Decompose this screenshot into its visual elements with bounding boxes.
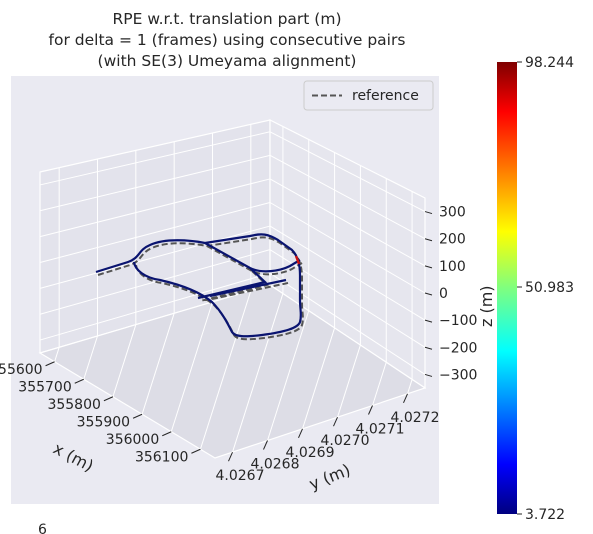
y-tick-mark [263,440,268,450]
y-gridline-floor [232,293,284,453]
z-tick-label: 0 [439,286,448,302]
x-gridline-floor [54,347,60,362]
x-gridline-floor [141,313,175,415]
z-tick-mark [424,346,433,350]
z-tick-mark [424,292,433,296]
z-tick-label: 200 [439,232,466,248]
trajectory-lines [95,233,304,341]
z-gridline [39,154,271,212]
z-gridline [269,225,426,321]
x-tick-label: 355900 [77,414,130,430]
z-tick-mark [424,265,433,269]
y-tick-mark [368,405,373,415]
y-gridline-floor [302,327,336,429]
y-tick-label: 4.0269 [286,445,335,461]
y-gridline-floor [337,344,361,418]
z-gridline [269,154,426,240]
y-tick-label: 4.0272 [391,410,440,426]
z-tick-mark [424,238,433,242]
z-tick-label: 300 [439,205,466,221]
z-tick-label: −200 [439,340,477,356]
chart-title-line-2: for delta = 1 (frames) using consecutive… [49,31,406,49]
z-gridline [269,178,426,267]
z-tick-mark [424,373,433,377]
x-gridline-floor [112,324,137,397]
grid-lines [39,124,426,453]
error-peak-segment [294,255,301,265]
y-tick-mark [333,416,338,427]
x-gridline-floor [199,290,252,450]
z-gridline [39,202,271,263]
y-tick-mark [403,393,408,404]
y-tick-mark [228,451,233,462]
z-tick-mark [424,319,433,323]
y-tick-label: 4.0271 [356,422,405,438]
colorbar-label-max: 98.244 [525,55,574,71]
colorbar [497,62,517,514]
z-tick-mark [424,211,433,215]
x-tick-mark [191,448,201,454]
z-gridline [39,225,271,289]
x-tick-mark [45,361,55,367]
x-tick-mark [162,431,172,437]
axis-ticks: 300 200 100 0 −100 −200 −300 355600355700 355800… [0,205,477,485]
colorbar-label-min: 3.722 [525,507,565,523]
x-gridline-floor [83,335,98,380]
y-tick-label: 4.0267 [216,468,265,484]
x-tick-label: 355600 [0,362,43,378]
y-gridline-floor [407,379,413,394]
z-gridline [269,272,426,375]
estimate-trajectory-segment [197,242,301,300]
x-tick-mark [132,413,143,419]
x-tick-label: 356100 [135,449,188,465]
colorbar-label-mid: 50.983 [525,280,574,296]
y-tick-label: 4.0268 [251,457,300,473]
z-tick-label: 100 [439,259,466,275]
z-gridline [39,131,271,186]
z-gridline [269,131,426,213]
x-tick-label: 355700 [18,379,71,395]
z-gridline [39,178,271,238]
z-gridline [269,202,426,294]
z-tick-label: −100 [439,313,477,329]
x-tick-mark [74,378,84,384]
chart-title-line-1: RPE w.r.t. translation part (m) [112,10,341,28]
z-axis-label: z (m) [477,285,496,327]
z-gridline [269,249,426,348]
y-tick-label: 4.0270 [321,433,370,449]
x-tick-mark [103,396,114,402]
x-gridline-floor [170,301,213,432]
floor-pane [38,284,427,459]
corner-text: 6 [38,522,47,534]
y-gridline-floor [267,310,310,441]
legend: reference [303,80,434,111]
reference-trajectory [97,236,304,341]
chart-title-line-3: (with SE(3) Umeyama alignment) [98,52,357,70]
legend-entry-reference: reference [352,88,419,104]
z-gridline [39,272,271,341]
y-tick-mark [298,428,303,439]
legend-box [303,80,434,111]
z-tick-label: −300 [439,367,477,383]
y-gridline-floor [372,362,387,406]
x-tick-label: 356000 [106,432,159,448]
x-tick-label: 355800 [47,397,100,413]
